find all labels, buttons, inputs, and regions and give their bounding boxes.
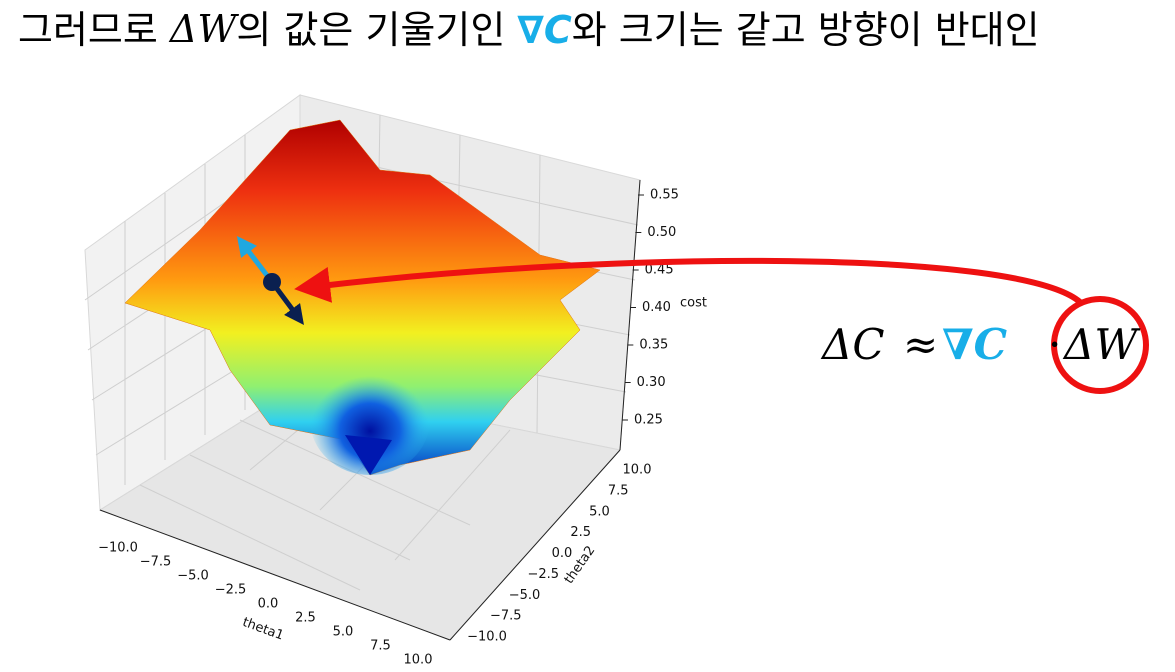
z-axis-label: cost	[680, 296, 707, 311]
gradient-arrows	[236, 236, 304, 326]
callout	[294, 257, 1149, 394]
x-axis-label: theta1	[240, 615, 285, 644]
equation: ΔC ≈ ∇C · ΔW	[820, 320, 1141, 369]
equation-operator: ≈	[903, 320, 938, 369]
title-text: 그러므로	[18, 8, 170, 52]
title-text: 의 값은 기울기인	[236, 8, 517, 52]
x-tick-label: 7.5	[370, 639, 391, 654]
z-tick-label: 0.25	[634, 413, 663, 428]
x-axis	[99, 509, 451, 641]
x-tick-label: 2.5	[295, 611, 316, 626]
y-tick-label: −5.0	[509, 588, 541, 603]
equation-operator: ·	[1048, 320, 1061, 369]
y-tick-label: 5.0	[589, 504, 610, 519]
x-tick-label: −2.5	[215, 583, 247, 598]
x-tick-label: 5.0	[333, 625, 354, 640]
z-tick-label: 0.45	[645, 263, 674, 278]
z-tick-label: 0.55	[650, 188, 679, 203]
y-tick-label: 10.0	[623, 463, 652, 478]
y-tick-label: 0.0	[552, 546, 573, 561]
x-tick-label: −5.0	[177, 569, 209, 584]
title: 그러므로 ΔW의 값은 기울기인 ∇C와 크기는 같고 방향이 반대인	[18, 7, 1040, 52]
equation-term: ΔC	[820, 320, 884, 369]
y-tick-label: −2.5	[527, 567, 559, 582]
title-gradient: ∇C	[517, 8, 571, 52]
y-tick-label: −7.5	[490, 609, 522, 624]
cost-surface	[124, 119, 601, 476]
title-text: 와 크기는 같고 방향이 반대인	[572, 8, 1040, 52]
x-tick-label: −10.0	[98, 541, 138, 556]
equation-term: ΔW	[1062, 320, 1141, 369]
y-tick-label: 2.5	[570, 525, 591, 540]
z-tick-label: 0.50	[647, 225, 676, 240]
y-axis	[449, 449, 621, 641]
z-axis: cost	[619, 179, 707, 451]
z-tick-label: 0.40	[642, 300, 671, 315]
z-tick-label: 0.30	[637, 375, 666, 390]
z-tick-label: 0.35	[639, 338, 668, 353]
x-tick-label: −7.5	[140, 555, 172, 570]
x-tick-label: 0.0	[258, 597, 279, 612]
y-tick-label: −10.0	[467, 630, 507, 645]
title-math: ΔW	[168, 7, 239, 51]
y-tick-label: 7.5	[608, 483, 629, 498]
equation-gradient: ∇C	[942, 320, 1008, 369]
x-tick-label: 10.0	[404, 653, 433, 668]
